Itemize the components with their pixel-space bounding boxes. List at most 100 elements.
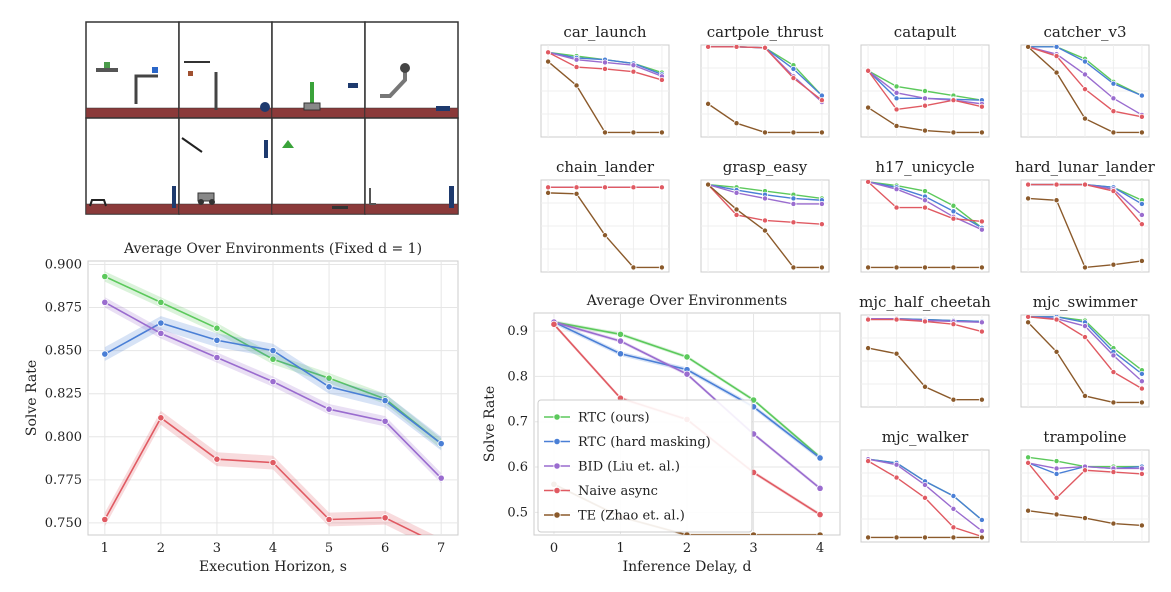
data-point [790, 75, 797, 82]
data-point [1138, 113, 1145, 120]
data-point [1138, 129, 1145, 136]
data-point [922, 188, 929, 195]
legend: RTC (ours) RTC (hard masking) BID (Liu et.… [537, 399, 753, 533]
series-naive [101, 410, 435, 535]
data-point [573, 184, 580, 191]
legend-marker [553, 462, 561, 470]
data-point [1025, 319, 1032, 326]
data-point [922, 204, 929, 211]
data-point [381, 514, 389, 522]
chart-title: chain_lander [556, 158, 655, 176]
chart-title: cartpole_thrust [707, 23, 824, 41]
block-shape [104, 62, 110, 68]
chart-title: catcher_v3 [1044, 23, 1127, 41]
plot-area [1025, 45, 1145, 136]
y-tick-label: 0.9 [507, 324, 528, 339]
environment-thumbnail [85, 117, 180, 215]
y-tick-label: 0.900 [45, 257, 82, 272]
data-point [101, 272, 109, 281]
series-naive [1025, 181, 1145, 228]
legend-entry-te: TE (Zhao et. al.) [544, 509, 685, 524]
data-point [818, 264, 825, 271]
data-point [893, 83, 900, 90]
series-naive [865, 180, 985, 225]
plot-area [1025, 315, 1145, 406]
data-point [818, 221, 825, 228]
y-tick-label: 0.8 [507, 369, 528, 384]
chart-h17_unicycle: h17_unicycle [860, 158, 990, 273]
chart-hard_lunar_lander: hard_lunar_lander [1015, 158, 1156, 273]
chart-title: trampoline [1043, 428, 1126, 446]
plot-area [865, 315, 985, 403]
data-point [893, 95, 900, 102]
data-point [1053, 181, 1060, 188]
y-tick-label: 0.775 [45, 473, 82, 488]
data-point [157, 414, 165, 422]
chart-title: catapult [894, 23, 956, 41]
stick-shape [181, 137, 203, 153]
legend-marker [553, 511, 561, 519]
data-point [269, 347, 277, 355]
data-point [762, 227, 769, 234]
environment-thumbnail [271, 117, 366, 215]
data-point [1110, 188, 1117, 195]
data-point [893, 89, 900, 96]
thumbnail-frame [271, 117, 366, 215]
x-tick-label: 3 [213, 541, 221, 556]
chart-grasp_easy: grasp_easy [700, 158, 830, 273]
data-point [790, 200, 797, 207]
data-point [269, 378, 277, 386]
environment-thumbnail [364, 117, 459, 215]
data-point [101, 350, 109, 358]
legend-box [537, 399, 753, 533]
chart-title: mjc_half_cheetah [859, 293, 991, 311]
data-point [1025, 315, 1032, 320]
data-point [816, 484, 824, 492]
block-shape [348, 83, 358, 88]
block-shape [152, 67, 158, 73]
y-tick-label: 0.800 [45, 430, 82, 445]
y-tick-label: 0.875 [45, 301, 82, 316]
x-axis-label: Execution Horizon, s [199, 559, 347, 575]
data-point [816, 531, 824, 535]
data-point [630, 264, 637, 271]
x-tick-label: 5 [325, 541, 333, 556]
data-point [1110, 469, 1117, 476]
legend-label: RTC (hard masking) [578, 435, 711, 450]
series-naive [865, 316, 985, 335]
data-point [213, 353, 221, 362]
platform-shape [96, 68, 118, 72]
y-tick-label: 0.5 [507, 505, 528, 520]
data-point [978, 103, 985, 110]
data-point [950, 129, 957, 136]
data-point [437, 440, 445, 448]
thumbnail-floor [85, 203, 180, 215]
data-point [616, 350, 625, 358]
plot-area [705, 181, 825, 271]
data-point [818, 200, 825, 207]
x-tick-label: 7 [437, 541, 445, 556]
data-point [978, 328, 985, 335]
chart-trampoline: trampoline [1020, 428, 1150, 543]
plot-area [1025, 181, 1145, 271]
data-point [922, 88, 929, 95]
data-point [865, 345, 872, 352]
thumbnail-floor [178, 203, 273, 215]
data-point [1082, 323, 1089, 330]
y-tick-label: 0.850 [45, 344, 82, 359]
data-point [1053, 197, 1060, 204]
data-point [705, 181, 712, 188]
lander-shape [282, 140, 294, 148]
series-te [705, 181, 825, 271]
data-point [213, 455, 221, 463]
data-point [1082, 334, 1089, 341]
data-point [325, 515, 333, 524]
legend-label: TE (Zhao et. al.) [578, 509, 685, 524]
ramp-shape [369, 188, 376, 205]
x-axis-label: Inference Delay, d [623, 559, 752, 575]
data-point [950, 202, 957, 209]
chart-title: Average Over Environments (Fixed d = 1) [123, 241, 422, 257]
data-point [978, 218, 985, 225]
data-point [1138, 522, 1145, 529]
series-te [705, 100, 825, 136]
